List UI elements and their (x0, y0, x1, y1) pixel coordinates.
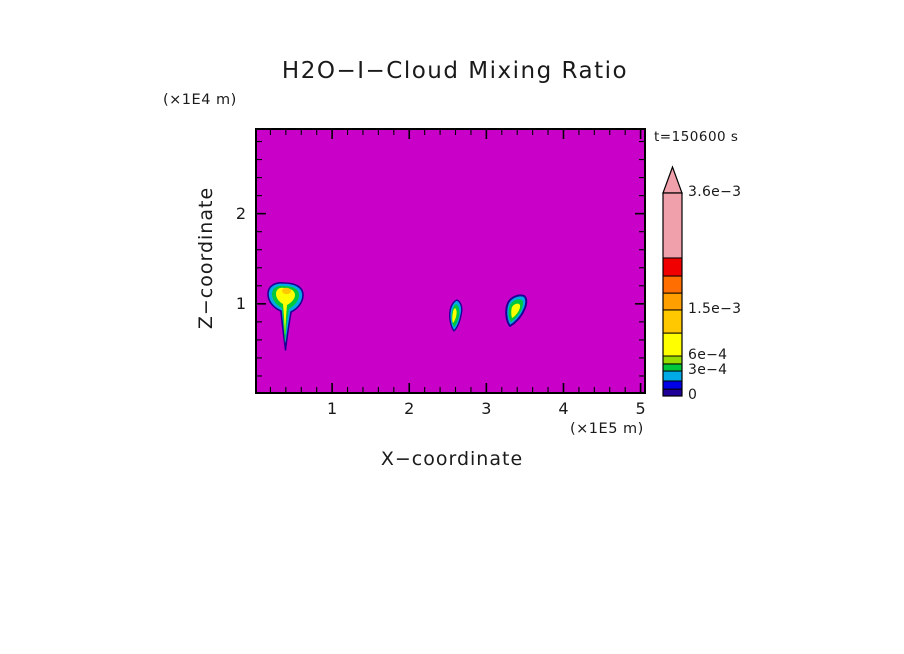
colorbar-segment (662, 370, 683, 382)
x-tick-label: 5 (635, 399, 646, 418)
colorbar-segment (662, 380, 683, 390)
x-tick-label: 2 (404, 399, 415, 418)
cloud-contour (282, 287, 291, 295)
y-axis-title: Z−coordinate (195, 186, 217, 330)
x-axis-units-label: (×1E5 m) (570, 421, 644, 437)
colorbar-outline (662, 192, 683, 397)
colorbar-level-label: 1.5e−3 (688, 300, 742, 317)
colorbar-level-label: 3.6e−3 (688, 184, 742, 200)
cloud-left-plume (267, 282, 304, 351)
colorbar-segment (662, 355, 683, 365)
colorbar-segment (662, 363, 683, 372)
colorbar-segment (662, 275, 683, 294)
colorbar-segment (662, 292, 683, 311)
colorbar-segment (662, 309, 683, 334)
y-axis-units-label: (×1E4 m) (163, 92, 237, 108)
colorbar-segment (662, 192, 683, 259)
x-tick-label: 3 (481, 399, 492, 418)
x-tick-label: 4 (558, 399, 569, 418)
y-tick-label: 1 (235, 293, 246, 313)
colorbar (662, 165, 683, 397)
cloud-right-cloud (505, 294, 528, 327)
colorbar-level-label: 3e−4 (688, 362, 728, 379)
colorbar-overflow-arrow (662, 165, 683, 194)
x-tick-label: 1 (327, 399, 338, 418)
colorbar-level-label: 6e−4 (688, 347, 728, 363)
cloud-center-cloud (449, 299, 463, 332)
colorbar-segment (662, 257, 683, 277)
chart-title: H2O−I−Cloud Mixing Ratio (281, 58, 629, 84)
colorbar-segment (662, 388, 683, 397)
colorbar-level-label: 0 (688, 387, 698, 403)
field-background (255, 128, 646, 394)
y-tick-label: 2 (235, 203, 246, 223)
x-axis-title: X−coordinate (380, 448, 524, 470)
cloud-contour (276, 287, 295, 336)
time-annotation: t=150600 s (654, 129, 739, 145)
cloud-contour (511, 303, 521, 318)
colorbar-segment (662, 332, 683, 357)
plot-area (255, 128, 646, 394)
cloud-contour (452, 308, 457, 323)
